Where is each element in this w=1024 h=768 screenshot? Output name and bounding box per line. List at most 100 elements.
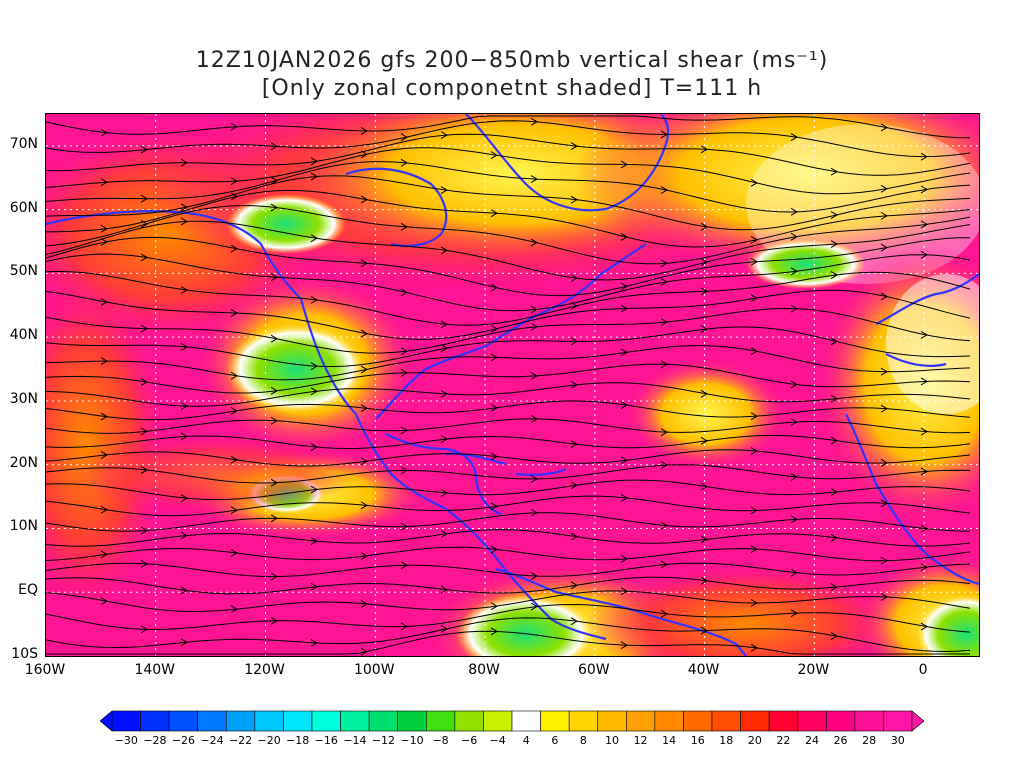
streamline-arrow bbox=[530, 572, 538, 580]
colorbar-tick-label: −22 bbox=[228, 734, 253, 747]
lat-tick-label: 40N bbox=[9, 327, 38, 344]
streamline bbox=[46, 345, 971, 381]
streamline-arrow bbox=[790, 609, 798, 618]
streamline-arrow bbox=[310, 537, 318, 546]
streamline-arrow bbox=[920, 467, 928, 476]
colorbar-swatch bbox=[883, 710, 913, 732]
streamline-arrow bbox=[570, 302, 578, 310]
greenland-coast bbox=[465, 114, 670, 212]
streamline-arrow bbox=[230, 122, 238, 131]
streamline-arrow bbox=[400, 133, 408, 142]
streamline-arrow bbox=[270, 142, 278, 151]
streamline-arrow bbox=[570, 532, 578, 541]
gulf-coast bbox=[385, 433, 502, 516]
streamline-arrow bbox=[880, 243, 888, 252]
streamline-arrow bbox=[400, 622, 408, 631]
streamline-arrow bbox=[880, 367, 888, 376]
streamline bbox=[46, 205, 971, 265]
streamline-arrow bbox=[100, 224, 108, 233]
colorbar-swatch bbox=[597, 710, 627, 732]
streamline-arrow bbox=[570, 481, 578, 490]
streamline-arrow bbox=[570, 581, 578, 590]
colorbar-tick-label: 10 bbox=[605, 734, 619, 747]
streamline-arrow bbox=[660, 130, 668, 139]
streamline-arrow bbox=[570, 142, 578, 151]
streamline-arrow bbox=[140, 378, 148, 386]
streamline-arrow bbox=[140, 324, 148, 333]
streamline-arrow bbox=[620, 641, 628, 650]
streamline-arrow bbox=[270, 416, 278, 425]
streamline-arrow bbox=[180, 586, 188, 595]
colorbar-swatch bbox=[311, 710, 341, 732]
streamline bbox=[46, 418, 971, 434]
streamline-arrow bbox=[440, 246, 448, 255]
colorbar-swatch bbox=[568, 710, 599, 732]
streamline bbox=[46, 253, 971, 312]
streamline-arrow bbox=[440, 529, 448, 538]
streamline-arrow bbox=[230, 192, 238, 201]
streamline-arrow bbox=[490, 452, 498, 461]
streamline-arrow bbox=[750, 506, 758, 515]
streamline-arrow bbox=[700, 576, 708, 585]
streamline-arrow bbox=[360, 552, 368, 560]
streamline bbox=[46, 307, 971, 354]
lat-tick-label: 20N bbox=[9, 454, 38, 471]
streamline-arrow bbox=[920, 524, 928, 533]
streamline-arrow bbox=[530, 238, 538, 247]
streamline-arrow bbox=[270, 572, 278, 581]
streamline-arrow bbox=[310, 234, 318, 243]
streamline bbox=[46, 115, 971, 139]
streamline-arrow bbox=[490, 353, 498, 362]
streamline bbox=[46, 562, 971, 578]
streamline-arrow bbox=[620, 456, 628, 465]
streamline-arrow bbox=[620, 554, 628, 563]
streamline-arrow bbox=[140, 625, 148, 634]
streamline-arrow bbox=[790, 380, 798, 389]
streamline-arrow bbox=[660, 278, 668, 286]
streamline bbox=[46, 175, 971, 231]
streamline-arrow bbox=[230, 455, 238, 464]
colorbar-swatch bbox=[483, 710, 513, 732]
lon-tick-label: 80W bbox=[468, 662, 500, 678]
streamline-arrow bbox=[100, 298, 108, 306]
colorbar-tick-label: 20 bbox=[747, 734, 762, 747]
streamline-arrow bbox=[830, 394, 838, 403]
streamline-arrow bbox=[180, 402, 188, 411]
streamline-arrow bbox=[230, 406, 238, 415]
streamline-arrow bbox=[830, 583, 838, 592]
streamline bbox=[46, 529, 971, 547]
streamline-arrow bbox=[310, 172, 318, 181]
streamline-arrow bbox=[440, 344, 448, 353]
streamline-arrow bbox=[920, 377, 928, 386]
streamline-arrow bbox=[100, 357, 108, 365]
streamline-arrow bbox=[660, 186, 668, 194]
streamline bbox=[46, 512, 971, 532]
colorbar-tick-label: −26 bbox=[171, 734, 196, 747]
lon-tick-label: 140W bbox=[134, 662, 176, 678]
streamline-arrow bbox=[830, 632, 838, 640]
map-canvas bbox=[46, 114, 979, 656]
streamline-arrow bbox=[750, 643, 758, 652]
streamline-arrow bbox=[570, 195, 578, 204]
colorbar-swatch bbox=[368, 710, 399, 732]
east-coast bbox=[375, 243, 647, 420]
colorbar-tick-label: 12 bbox=[633, 734, 648, 747]
streamline-arrow bbox=[360, 599, 368, 608]
streamline-arrow bbox=[530, 175, 538, 184]
streamline-arrow bbox=[620, 282, 628, 291]
streamline-arrow bbox=[310, 443, 318, 451]
streamline-arrow bbox=[750, 347, 758, 356]
streamline-arrow bbox=[530, 602, 538, 611]
streamline-arrow bbox=[440, 131, 448, 140]
streamline bbox=[46, 464, 971, 484]
streamline-arrow bbox=[360, 150, 368, 159]
streamline-arrow bbox=[880, 211, 888, 220]
colorbar-swatch bbox=[340, 710, 370, 732]
streamline-arrow bbox=[180, 531, 188, 540]
streamline-arrow bbox=[180, 203, 188, 212]
streamline-arrow bbox=[400, 368, 408, 377]
streamline-arrow bbox=[440, 186, 448, 195]
colorbar-tick-label: 6 bbox=[551, 734, 559, 747]
streamline-arrow bbox=[230, 605, 238, 614]
map-panel bbox=[45, 113, 980, 657]
